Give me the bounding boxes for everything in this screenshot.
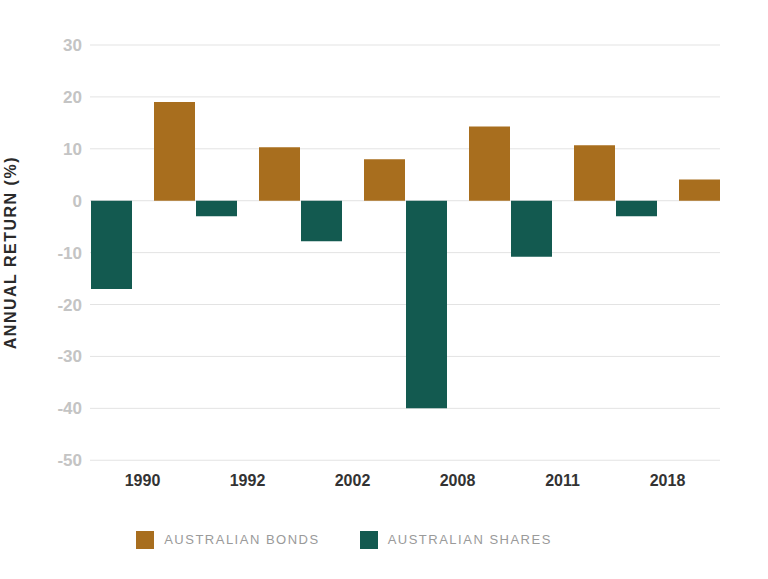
svg-text:1990: 1990 bbox=[125, 472, 161, 489]
html-text:AUSTRALIAN BONDS: AUSTRALIAN BONDS bbox=[164, 532, 320, 548]
svg-text:2011: 2011 bbox=[545, 472, 580, 489]
svg-text:2002: 2002 bbox=[335, 472, 371, 489]
svg-text:10: 10 bbox=[63, 140, 82, 159]
svg-text:-40: -40 bbox=[57, 399, 82, 418]
svg-text:-30: -30 bbox=[57, 347, 82, 366]
svg-text:1992: 1992 bbox=[230, 472, 266, 489]
html-text:AUSTRALIAN SHARES: AUSTRALIAN SHARES bbox=[387, 532, 552, 548]
svg-text:-50: -50 bbox=[57, 451, 82, 470]
svg-text:2008: 2008 bbox=[440, 472, 476, 489]
svg-text:-10: -10 bbox=[57, 244, 82, 263]
svg-text:0: 0 bbox=[73, 192, 82, 211]
svg-text:ANNUAL RETURN (%): ANNUAL RETURN (%) bbox=[8, 156, 19, 349]
svg-text:20: 20 bbox=[63, 88, 82, 107]
svg-text:30: 30 bbox=[63, 36, 82, 55]
svg-text:2018: 2018 bbox=[650, 472, 686, 489]
svg-text:-20: -20 bbox=[57, 296, 82, 315]
